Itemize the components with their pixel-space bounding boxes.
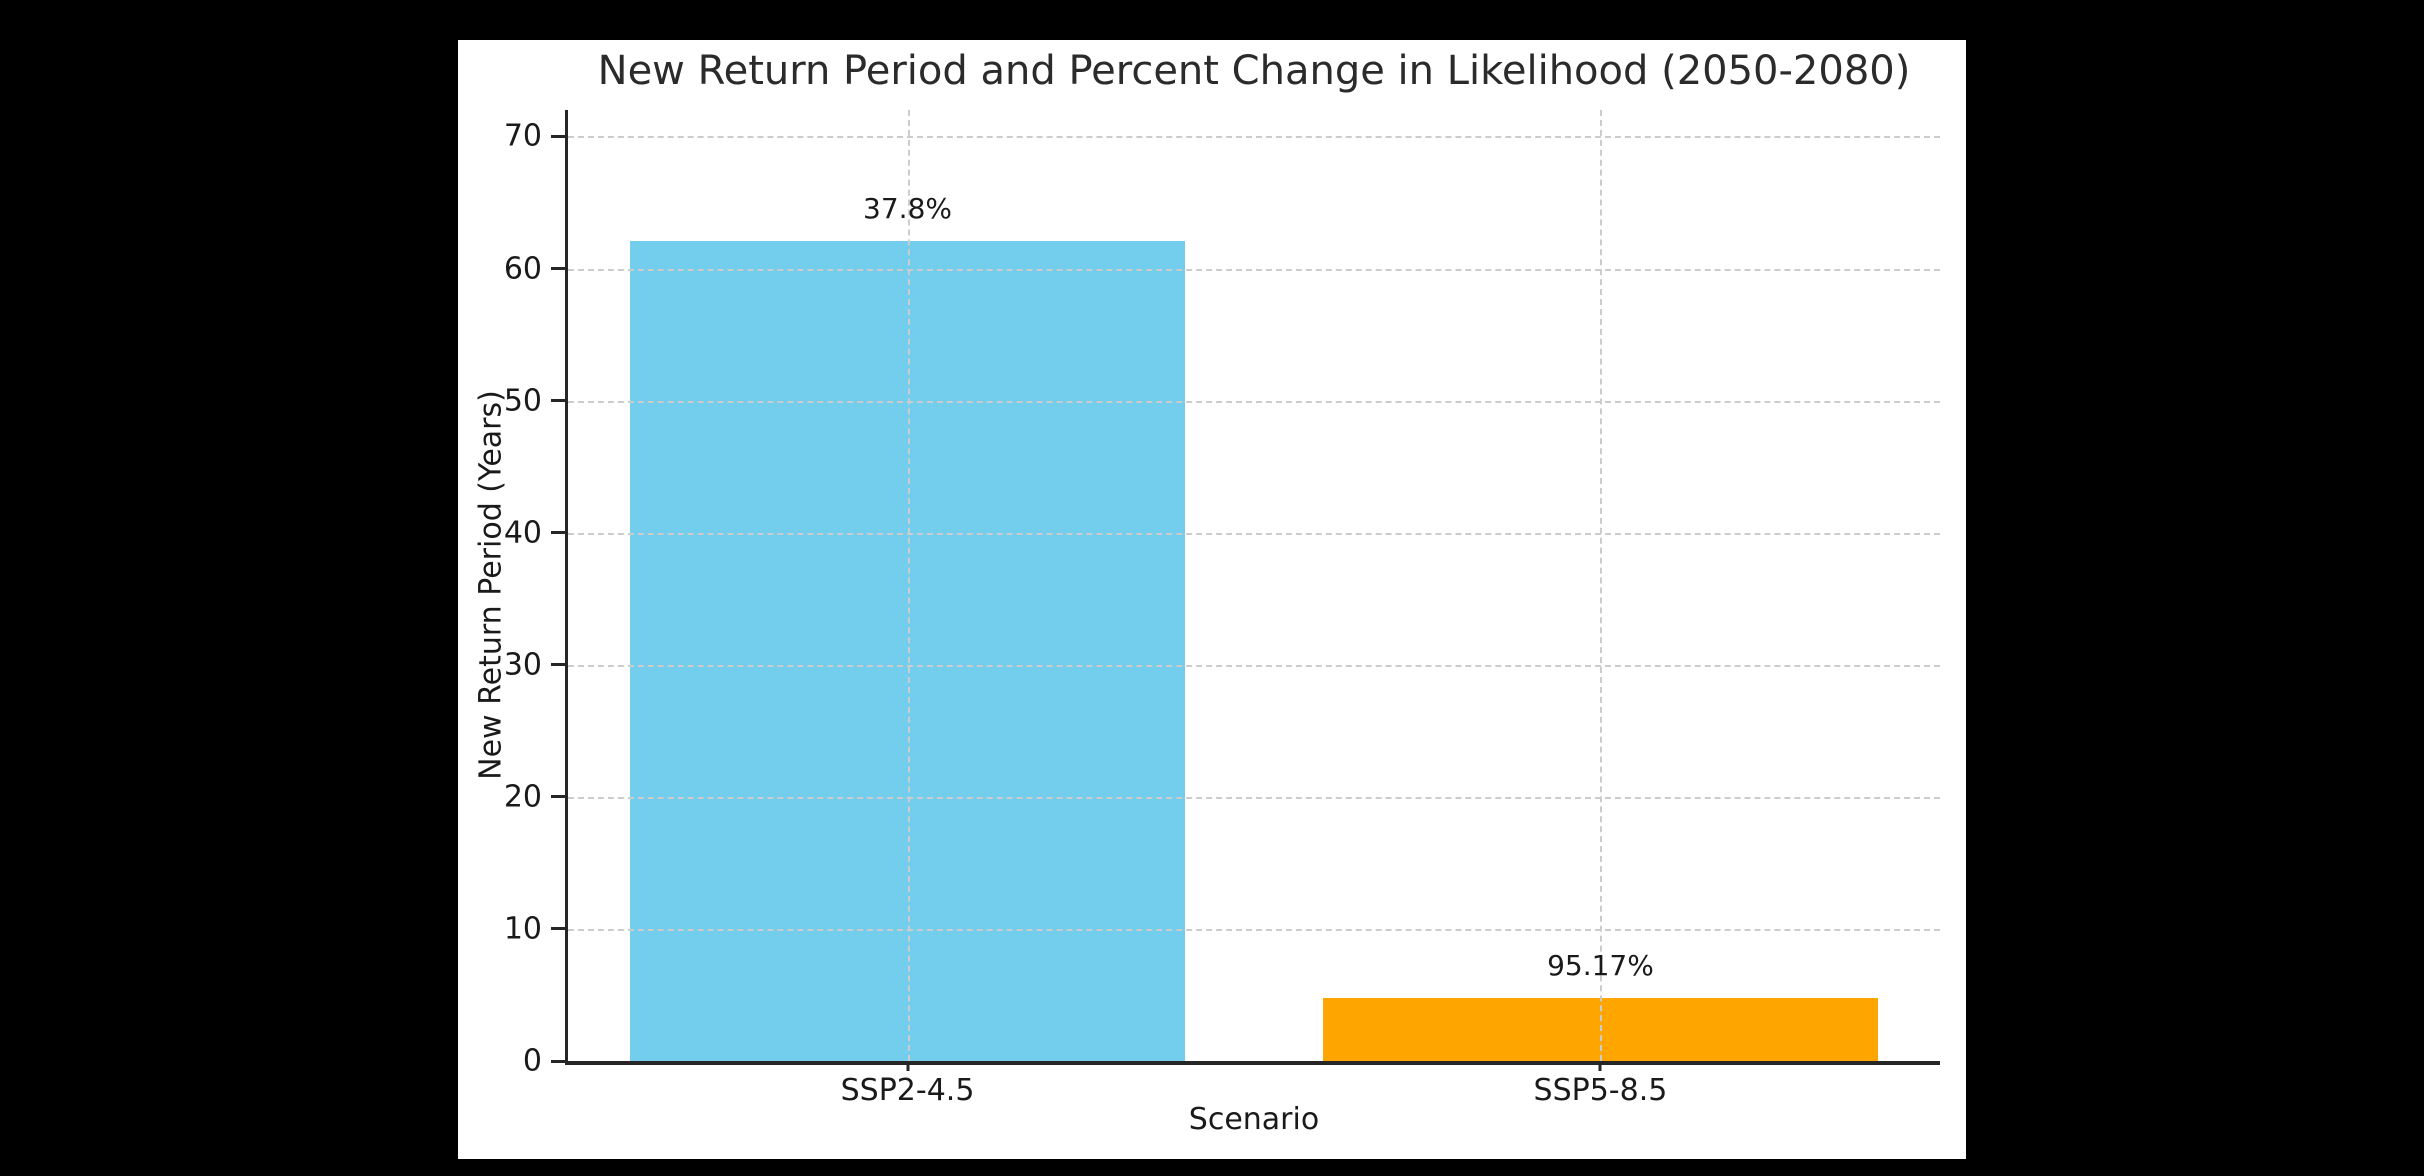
y-tick-label-30: 30 — [503, 647, 542, 683]
y-tick-label-50: 50 — [503, 383, 542, 419]
x-axis-label: Scenario — [1188, 1102, 1320, 1137]
y-tick-0 — [551, 1059, 565, 1063]
x-gridline-SSP2-4.5 — [907, 110, 910, 1061]
y-tick-40 — [551, 531, 565, 535]
x-tick-label-SSP2-4.5: SSP2-4.5 — [840, 1073, 975, 1108]
bar-SSP2-4.5 — [630, 240, 1185, 1061]
x-tick-SSP2-4.5 — [906, 1061, 910, 1071]
y-gridline-30 — [568, 664, 1940, 667]
x-tick-SSP5-8.5 — [1598, 1061, 1602, 1071]
bar-value-label-SSP2-4.5: 37.8% — [863, 191, 953, 225]
y-tick-60 — [551, 267, 565, 270]
bar-SSP5-8.5 — [1323, 997, 1878, 1061]
y-tick-50 — [551, 399, 565, 403]
y-axis-label: New Return Period (Years) — [473, 390, 509, 780]
y-gridline-40 — [568, 532, 1940, 535]
y-gridline-20 — [568, 796, 1940, 799]
x-gridline-SSP5-8.5 — [1600, 110, 1603, 1061]
y-tick-label-20: 20 — [503, 779, 542, 815]
y-tick-label-40: 40 — [503, 515, 542, 551]
x-tick-label-SSP5-8.5: SSP5-8.5 — [1533, 1073, 1668, 1108]
y-tick-label-0: 0 — [522, 1043, 542, 1079]
y-tick-label-70: 70 — [503, 118, 542, 154]
y-tick-30 — [551, 663, 565, 667]
plot-area: 0 10 20 30 40 50 60 70 SSP2-4.5 37.8% SSP5-8.5 95.1… — [504, 110, 1940, 1108]
y-tick-20 — [551, 795, 565, 799]
bar-value-label-SSP5-8.5: 95.17% — [1547, 948, 1654, 982]
y-gridline-70 — [568, 136, 1940, 139]
y-axis-spine — [565, 110, 568, 1061]
y-gridline-10 — [568, 928, 1940, 931]
y-tick-label-10: 10 — [503, 911, 542, 947]
y-tick-label-60: 60 — [503, 251, 542, 286]
chart-title: New Return Period and Percent Change in … — [597, 48, 1911, 94]
y-gridline-50 — [568, 400, 1940, 403]
x-axis-spine — [565, 1061, 1940, 1065]
y-gridline-60 — [568, 268, 1940, 271]
chart-figure: New Return Period and Percent Change in … — [458, 40, 1966, 1159]
y-tick-10 — [551, 927, 565, 931]
y-tick-70 — [551, 134, 565, 138]
